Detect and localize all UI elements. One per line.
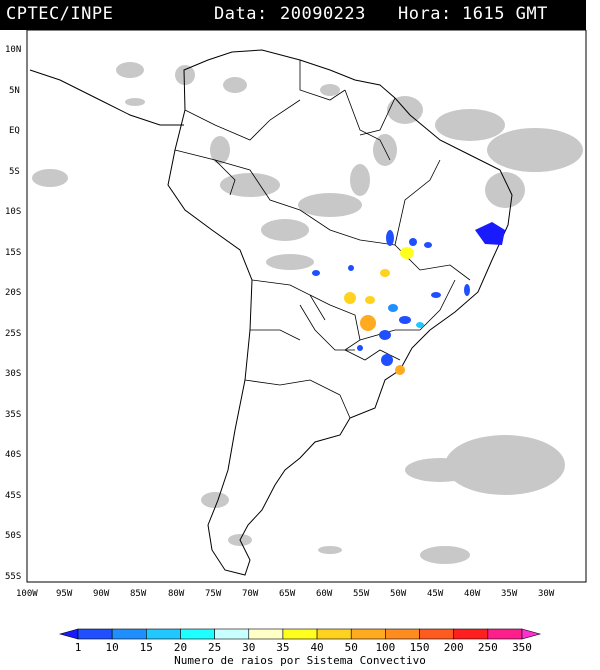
colorbar-cell: [180, 628, 215, 640]
lon-tick: 70W: [242, 589, 259, 599]
lat-tick: 30S: [5, 369, 21, 379]
lat-tick: 5N: [9, 86, 20, 96]
colorbar-tick-label: 20: [174, 641, 187, 654]
convective-system: [344, 292, 356, 304]
date-value: 20090223: [280, 4, 366, 24]
convective-system: [409, 238, 417, 246]
lat-tick: 45S: [5, 491, 21, 501]
colorbar-cell: [453, 628, 489, 640]
colorbar-cell: [282, 628, 318, 640]
lat-tick: 10N: [5, 45, 21, 55]
date-caption: Data:: [214, 4, 268, 24]
colorbar-cell: [385, 628, 420, 640]
colorbar-tick-label: 350: [512, 641, 532, 654]
latitude-axis: 10N 5N EQ 5S 10S 15S 20S 25S 30S 35S 40S…: [5, 45, 21, 582]
lat-tick: 40S: [5, 450, 21, 460]
convective-system: [379, 330, 391, 340]
lat-tick: 15S: [5, 248, 21, 258]
lat-tick: 10S: [5, 207, 21, 217]
convective-system: [400, 247, 414, 259]
time-caption: Hora:: [398, 4, 452, 24]
lon-tick: 40W: [464, 589, 481, 599]
cloud-cover: [32, 62, 583, 564]
lon-tick: 100W: [16, 589, 38, 599]
colorbar-arrow-high: [521, 628, 542, 640]
lon-tick: 55W: [353, 589, 370, 599]
colorbar-tick-label: 30: [242, 641, 255, 654]
central-america-outline: [29, 69, 184, 126]
lon-tick: 60W: [316, 589, 333, 599]
colorbar-tick-label: 200: [444, 641, 464, 654]
convective-system: [395, 365, 405, 375]
colorbar-title: Numero de raios por Sistema Convectivo: [174, 654, 426, 667]
colorbar-cell: [419, 628, 454, 640]
lightning-map: 10N 5N EQ 5S 10S 15S 20S 25S 30S 35S 40S…: [5, 30, 587, 654]
lat-tick: EQ: [9, 126, 20, 136]
lon-tick: 90W: [93, 589, 110, 599]
convective-system: [416, 322, 424, 328]
colorbar-cell: [111, 628, 147, 640]
map-frame: [26, 30, 587, 583]
continent-outline: [167, 49, 513, 576]
lon-tick: 45W: [427, 589, 444, 599]
lon-tick: 65W: [279, 589, 296, 599]
convective-system: [388, 304, 398, 312]
colorbar-tick-label: 40: [310, 641, 323, 654]
colorbar-cell: [146, 628, 181, 640]
colorbar-tick-label: 1: [75, 641, 82, 654]
convective-system: [380, 269, 390, 277]
colorbar: 1 10 15 20 25 30 35 40 50 100 150 200 250 350: [58, 628, 542, 654]
colorbar-tick-label: 15: [140, 641, 153, 654]
convective-system: [386, 230, 394, 246]
lon-tick: 80W: [168, 589, 185, 599]
longitude-axis: 100W 95W 90W 85W 80W 75W 70W 65W 60W 55W…: [16, 589, 555, 599]
colorbar-cell: [77, 628, 113, 640]
colorbar-cell: [248, 628, 284, 640]
colorbar-tick-label: 10: [106, 641, 119, 654]
colorbar-arrow-low: [58, 628, 79, 640]
convective-system: [365, 296, 375, 304]
convective-system: [381, 354, 393, 366]
convective-system: [424, 242, 432, 248]
convective-system: [348, 265, 354, 271]
lon-tick: 30W: [538, 589, 555, 599]
lon-tick: 95W: [56, 589, 73, 599]
lon-tick: 35W: [501, 589, 518, 599]
colorbar-tick-label: 25: [208, 641, 221, 654]
convective-systems: [312, 222, 505, 375]
colorbar-tick-label: 150: [410, 641, 430, 654]
convective-system: [312, 270, 320, 276]
lat-tick: 55S: [5, 572, 21, 582]
colorbar-cell: [214, 628, 250, 640]
convective-system: [464, 284, 470, 296]
colorbar-tick-label: 35: [276, 641, 289, 654]
lat-tick: 20S: [5, 288, 21, 298]
colorbar-cell: [350, 628, 386, 640]
convective-system: [360, 315, 376, 331]
colorbar-tick-label: 100: [375, 641, 395, 654]
time-value: 1615 GMT: [462, 4, 548, 24]
convective-system: [357, 345, 363, 351]
convective-system: [399, 316, 411, 324]
colorbar-tick-label: 250: [478, 641, 498, 654]
lon-tick: 50W: [390, 589, 407, 599]
lat-tick: 25S: [5, 329, 21, 339]
source-label: CPTEC/INPE: [6, 4, 114, 24]
lon-tick: 85W: [130, 589, 147, 599]
colorbar-cell: [487, 628, 523, 640]
lat-tick: 35S: [5, 410, 21, 420]
colorbar-cell: [316, 628, 352, 640]
title-bar: CPTEC/INPE Data: 20090223 Hora: 1615 GMT: [0, 0, 586, 30]
lat-tick: 50S: [5, 531, 21, 541]
lon-tick: 75W: [205, 589, 222, 599]
convective-system: [475, 222, 505, 245]
convective-system: [431, 292, 441, 298]
colorbar-tick-label: 50: [345, 641, 358, 654]
lat-tick: 5S: [9, 167, 20, 177]
